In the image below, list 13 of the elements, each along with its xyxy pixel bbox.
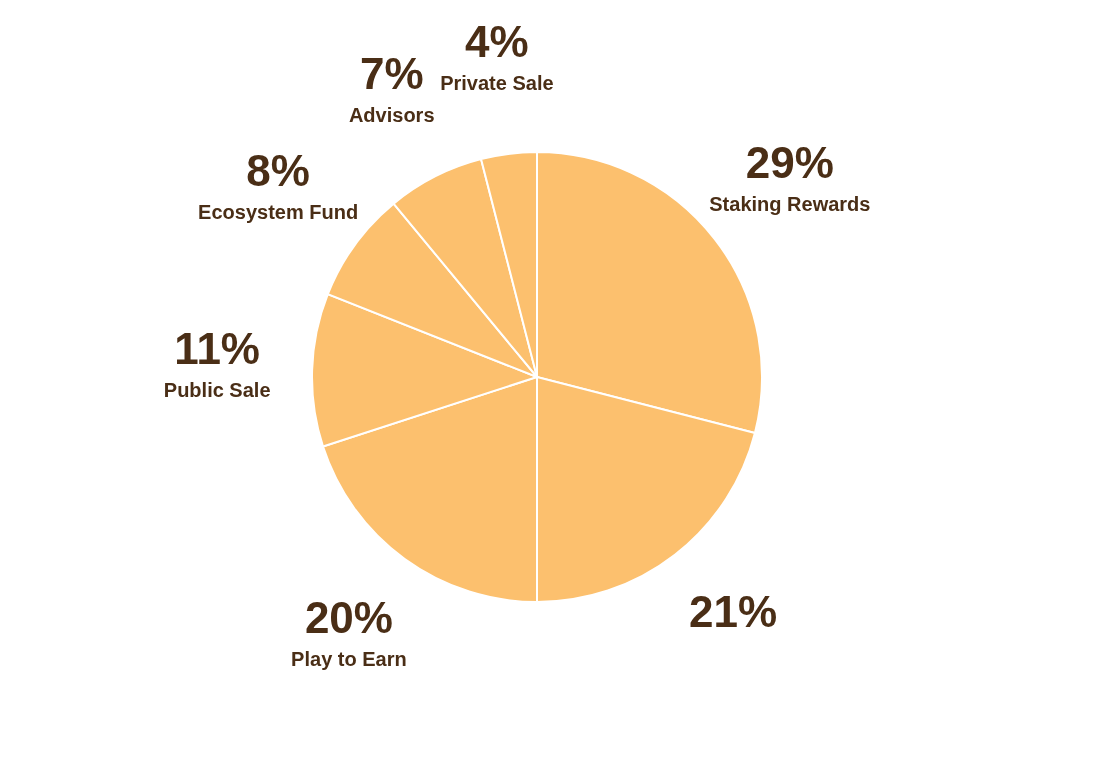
data-label: 21%: [689, 586, 778, 636]
data-label: 4%: [465, 16, 529, 66]
slice-label: Public Sale: [163, 378, 271, 401]
data-label: 8%: [246, 145, 310, 195]
slice-label: Private Sale: [440, 71, 554, 94]
data-label: 20%: [304, 592, 393, 642]
slice-label: Advisors: [348, 103, 435, 126]
slice-label: Play to Earn: [291, 647, 407, 670]
data-label: 7%: [359, 48, 424, 98]
slice-label: Staking Rewards: [709, 192, 871, 215]
data-label: 11%: [174, 323, 260, 373]
slice-label: Ecosystem Fund: [198, 200, 359, 223]
data-label: 29%: [745, 137, 834, 187]
